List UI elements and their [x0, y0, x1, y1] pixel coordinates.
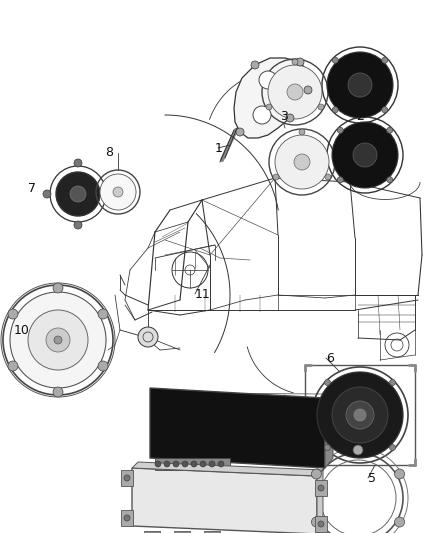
Circle shape [8, 309, 18, 319]
Circle shape [105, 190, 113, 198]
Circle shape [332, 122, 398, 188]
Circle shape [325, 174, 331, 180]
Text: 3: 3 [280, 110, 288, 124]
Circle shape [273, 174, 279, 180]
Polygon shape [121, 470, 133, 486]
Circle shape [292, 59, 298, 65]
Circle shape [382, 57, 388, 63]
Circle shape [287, 84, 303, 100]
Circle shape [54, 336, 62, 344]
Circle shape [299, 129, 305, 135]
Circle shape [138, 327, 158, 347]
Circle shape [74, 221, 82, 229]
Circle shape [337, 127, 343, 133]
Circle shape [268, 65, 322, 119]
Circle shape [346, 401, 374, 429]
Polygon shape [155, 458, 230, 470]
Circle shape [387, 127, 393, 133]
Circle shape [353, 445, 363, 455]
Circle shape [236, 128, 244, 136]
Circle shape [53, 283, 63, 293]
Circle shape [124, 515, 130, 521]
Polygon shape [132, 462, 323, 476]
Text: 5: 5 [368, 472, 376, 484]
Circle shape [395, 469, 405, 479]
Circle shape [266, 104, 272, 110]
Circle shape [353, 143, 377, 167]
Circle shape [348, 73, 372, 97]
Circle shape [327, 52, 393, 118]
Circle shape [296, 58, 304, 66]
Circle shape [164, 461, 170, 467]
Circle shape [389, 445, 396, 450]
Circle shape [8, 361, 18, 371]
Circle shape [311, 517, 321, 527]
Circle shape [113, 187, 123, 197]
Circle shape [74, 159, 82, 167]
Circle shape [332, 107, 338, 113]
Circle shape [318, 485, 324, 491]
Circle shape [286, 114, 294, 122]
Circle shape [124, 475, 130, 481]
Circle shape [395, 517, 405, 527]
Circle shape [311, 469, 321, 479]
Circle shape [251, 61, 259, 69]
Polygon shape [315, 516, 327, 532]
Text: 7: 7 [28, 182, 36, 196]
Polygon shape [132, 468, 317, 533]
Circle shape [304, 86, 312, 94]
Circle shape [46, 328, 70, 352]
Polygon shape [315, 480, 327, 496]
Circle shape [259, 71, 277, 89]
Polygon shape [317, 470, 323, 533]
Circle shape [56, 172, 100, 216]
Circle shape [10, 292, 106, 388]
Text: 10: 10 [14, 324, 30, 336]
Circle shape [271, 91, 289, 109]
Circle shape [98, 309, 108, 319]
Circle shape [98, 361, 108, 371]
Circle shape [191, 461, 197, 467]
Circle shape [100, 174, 136, 210]
Text: 11: 11 [195, 287, 211, 301]
Circle shape [337, 177, 343, 183]
Polygon shape [174, 531, 190, 533]
Polygon shape [325, 388, 333, 468]
Text: 12: 12 [240, 432, 256, 445]
Circle shape [389, 379, 396, 385]
Circle shape [318, 104, 324, 110]
Circle shape [275, 135, 329, 189]
Circle shape [387, 177, 393, 183]
Circle shape [209, 461, 215, 467]
Text: 1: 1 [215, 141, 223, 155]
Circle shape [253, 106, 271, 124]
Text: 6: 6 [326, 351, 334, 365]
Circle shape [317, 372, 403, 458]
Text: 2: 2 [356, 110, 364, 124]
Circle shape [318, 521, 324, 527]
Polygon shape [150, 388, 325, 468]
Circle shape [332, 387, 388, 443]
Circle shape [332, 57, 338, 63]
Circle shape [155, 461, 161, 467]
Circle shape [382, 107, 388, 113]
Circle shape [200, 461, 206, 467]
Circle shape [325, 379, 331, 385]
Circle shape [325, 445, 331, 450]
Text: 8: 8 [105, 147, 113, 159]
Circle shape [218, 461, 224, 467]
Circle shape [43, 190, 51, 198]
Polygon shape [204, 531, 220, 533]
Circle shape [294, 154, 310, 170]
Circle shape [354, 409, 366, 421]
Polygon shape [144, 531, 160, 533]
Circle shape [173, 461, 179, 467]
Circle shape [182, 461, 188, 467]
Circle shape [53, 387, 63, 397]
Polygon shape [234, 58, 308, 138]
Circle shape [28, 310, 88, 370]
Polygon shape [121, 510, 133, 526]
Circle shape [70, 186, 86, 202]
